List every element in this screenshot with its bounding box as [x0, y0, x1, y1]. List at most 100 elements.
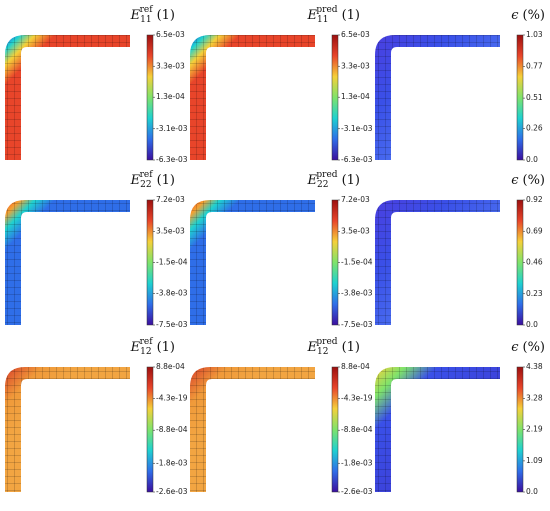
mesh — [375, 35, 500, 160]
colorbar-tick-label: 0.0 — [526, 487, 538, 496]
colorbar-tick-label: -2.6e-03 — [156, 487, 188, 496]
title-superscript: ref — [140, 170, 154, 180]
title-symbol: E — [306, 8, 317, 23]
colorbar-tick-label: -3.1e-03 — [156, 124, 188, 133]
colorbar-tick-label: 7.2e-03 — [341, 195, 370, 204]
colorbar-tick-label: 8.8e-04 — [156, 362, 185, 371]
colorbar — [516, 199, 524, 326]
colorbar — [331, 34, 339, 161]
mesh — [375, 200, 500, 325]
colorbar — [516, 366, 524, 493]
colorbar-tick-label: -7.5e-03 — [156, 320, 188, 329]
field — [190, 367, 315, 492]
colorbar-tick-label: 0.77 — [526, 62, 543, 71]
colorbar-tick-label: 2.19 — [526, 425, 543, 434]
colorbar-tick-label: -4.3e-19 — [341, 394, 373, 403]
field — [190, 200, 315, 325]
mesh — [375, 367, 500, 492]
panel: 7.2e-03 3.5e-03 -1.5e-04 -3.8e-03 -7.5e-03 E2… — [5, 170, 188, 329]
colorbar-tick-label: -1.8e-03 — [341, 458, 373, 467]
panel: 8.8e-04 -4.3e-19 -8.8e-04 -1.8e-03 -2.6e-03 E… — [5, 337, 188, 496]
colorbar-tick-label: 0.92 — [526, 195, 543, 204]
field — [190, 35, 315, 160]
colorbar — [516, 34, 524, 161]
colorbar-tick-label: 1.3e-04 — [156, 92, 185, 101]
colorbar — [146, 199, 154, 326]
colorbar-tick-label: 0.26 — [526, 123, 543, 132]
colorbar-tick-label: -8.8e-04 — [341, 425, 373, 434]
title-subscript: 12 — [140, 347, 151, 357]
title-superscript: pred — [316, 170, 337, 180]
colorbar-tick-label: 7.2e-03 — [156, 195, 185, 204]
panel: 6.5e-03 3.3e-03 1.3e-04 -3.1e-03 -6.3e-03 E11… — [190, 5, 373, 164]
title-unit: (%) — [523, 8, 546, 23]
title-superscript: ref — [140, 337, 154, 347]
title-subscript: 22 — [140, 180, 151, 190]
panel-title: E22pred (1) — [306, 170, 360, 190]
colorbar — [146, 366, 154, 493]
panel: 0.92 0.69 0.46 0.23 0.0 ϵ (%) — [375, 173, 546, 329]
mesh — [190, 200, 315, 325]
colorbar-tick-label: 3.5e-03 — [341, 226, 370, 235]
colorbar-tick-label: 0.0 — [526, 320, 538, 329]
field — [5, 367, 130, 492]
colorbar-tick-label: 3.3e-03 — [156, 61, 185, 70]
panel: 1.03 0.77 0.51 0.26 0.0 ϵ (%) — [375, 8, 545, 164]
colorbar-tick-label: -6.3e-03 — [341, 155, 373, 164]
title-symbol: E — [306, 173, 317, 188]
colorbar-tick-label: -7.5e-03 — [341, 320, 373, 329]
title-unit: (1) — [342, 340, 360, 355]
panel-title: E11pred (1) — [306, 5, 360, 25]
panel-title: E12ref (1) — [130, 337, 175, 357]
mesh — [5, 35, 130, 160]
title-subscript: 22 — [317, 180, 328, 190]
mesh — [190, 35, 315, 160]
title-symbol: E — [130, 8, 141, 23]
panel-title: E12pred (1) — [306, 337, 360, 357]
field — [375, 35, 500, 160]
colorbar-tick-label: 0.69 — [526, 226, 543, 235]
panel-title: ϵ (%) — [511, 340, 545, 355]
colorbar-tick-label: -3.8e-03 — [156, 289, 188, 298]
colorbar-tick-label: 8.8e-04 — [341, 362, 370, 371]
colorbar-tick-label: -1.5e-04 — [341, 258, 373, 267]
colorbar-tick-label: -1.8e-03 — [156, 458, 188, 467]
panel: 6.5e-03 3.3e-03 1.3e-04 -3.1e-03 -6.3e-03 E11… — [5, 5, 188, 164]
colorbar-tick-label: 6.5e-03 — [156, 30, 185, 39]
title-symbol: ϵ — [511, 173, 519, 188]
panel: 4.38 3.28 2.19 1.09 0.0 ϵ (%) — [375, 340, 545, 496]
title-subscript: 11 — [317, 15, 328, 25]
colorbar-tick-label: 3.5e-03 — [156, 226, 185, 235]
colorbar — [146, 34, 154, 161]
title-unit: (1) — [157, 340, 175, 355]
colorbar-tick-label: 0.46 — [526, 258, 543, 267]
panel: 7.2e-03 3.5e-03 -1.5e-04 -3.8e-03 -7.5e-03 E2… — [190, 170, 373, 329]
colorbar-tick-label: 1.09 — [526, 456, 543, 465]
title-subscript: 11 — [140, 15, 151, 25]
colorbar-tick-label: 0.51 — [526, 93, 543, 102]
colorbar-tick-label: 3.28 — [526, 393, 543, 402]
field — [375, 200, 500, 325]
panel-title: E22ref (1) — [130, 170, 175, 190]
colorbar-tick-label: 0.0 — [526, 155, 538, 164]
colorbar-tick-label: 0.23 — [526, 289, 543, 298]
title-superscript: ref — [140, 5, 154, 15]
title-symbol: ϵ — [511, 8, 519, 23]
colorbar-tick-label: -8.8e-04 — [156, 425, 188, 434]
colorbar-tick-label: 4.38 — [526, 362, 543, 371]
panel: 8.8e-04 -4.3e-19 -8.8e-04 -1.8e-03 -2.6e-03 E… — [190, 337, 373, 496]
title-symbol: ϵ — [511, 340, 519, 355]
colorbar-tick-label: -4.3e-19 — [156, 394, 188, 403]
title-superscript: pred — [316, 5, 337, 15]
panel-title: ϵ (%) — [511, 8, 545, 23]
title-unit: (%) — [523, 340, 546, 355]
title-unit: (%) — [523, 173, 546, 188]
title-unit: (1) — [342, 8, 360, 23]
mesh — [190, 367, 315, 492]
title-subscript: 12 — [317, 347, 328, 357]
title-symbol: E — [130, 173, 141, 188]
colorbar-tick-label: -2.6e-03 — [341, 487, 373, 496]
colorbar-tick-label: -6.3e-03 — [156, 155, 188, 164]
